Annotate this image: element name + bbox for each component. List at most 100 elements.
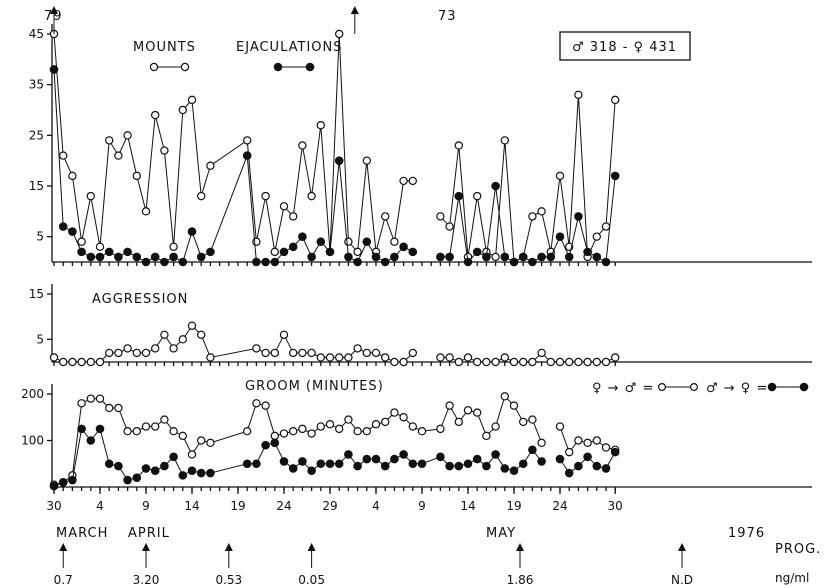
groom-male-point [141,464,151,473]
prog-value: 0.53 [215,573,242,587]
legend-mounts-label: MOUNTS [133,40,196,55]
legend-groom-male-marker [767,382,777,392]
ejaculations-point [491,181,500,191]
aggression-point [555,357,565,367]
aggression-point [59,357,68,367]
clipped-value-79: 79 [44,9,63,24]
x-tick-label: 4 [372,499,380,513]
ejaculations-point [390,252,399,262]
aggression-point [390,357,399,367]
groom-male-point [242,459,252,469]
prog-arrow-head [224,543,233,551]
aggression-point [86,357,96,367]
groom-female-point [206,438,215,448]
groom-female-point [316,422,325,431]
ejaculations-point [104,247,114,257]
groom-male-point [463,459,473,469]
ejaculations-point [279,247,289,257]
aggression-point [491,357,500,367]
mounts-point [381,212,390,221]
aggression-point [196,330,206,339]
groom-female-point [335,424,344,434]
aggression-point [601,357,611,367]
ejaculations-point [463,257,473,267]
ejaculations-point [610,171,620,181]
groom-title: GROOM (MINUTES) [245,379,384,394]
aggression-point [270,348,279,358]
ejaculations-point [150,252,160,262]
groom-male-point [261,440,270,450]
x-tick-label: 30 [608,499,623,513]
aggression-point [49,353,59,362]
groom-male-point [252,459,261,469]
x-tick-label: 9 [142,499,150,513]
aggression-point [335,353,344,362]
x-tick-label: 4 [96,499,104,513]
groom-female-point [298,424,307,434]
groom-female-point [325,420,335,429]
ejaculations-point [445,252,454,262]
groom-female-point [187,450,197,459]
legend-ejaculations-marker [273,62,283,72]
ejaculations-point [49,65,59,74]
groom-male-point [371,454,381,464]
aggression-point [187,321,197,330]
ejaculations-point [288,242,298,252]
mounts-point [114,151,123,160]
aggression-point [279,330,289,339]
mounts-point [150,110,160,120]
groom-male-point [537,457,546,466]
groom-male-point [380,461,390,471]
x-tick-label: 29 [322,499,337,513]
ejaculations-point [187,227,197,236]
groom-male-point [114,461,123,471]
ejaculations-point [537,252,546,262]
ejaculations-point [169,252,178,262]
mounts-point [436,212,445,221]
mounts-point [178,105,187,115]
groom-male-point [564,468,574,478]
groom-male-point [518,459,528,469]
ejaculations-point [399,242,408,252]
aggression-point [592,357,602,367]
aggression-point [436,353,445,362]
ejaculations-point [141,257,151,267]
mounts-point [362,156,371,165]
ejaculations-point [528,257,537,267]
ejaculations-point [353,257,362,267]
aggression-point [528,357,537,367]
ejaculations-point [362,237,372,247]
groom-female-point [104,403,114,413]
aggression-point [454,357,463,367]
y-tick-label: 15 [29,179,44,193]
ejaculations-point [242,151,252,160]
groom-male-point [601,464,611,473]
groom-male-point [574,461,583,471]
mounts-line [440,94,616,263]
groom-female-point [528,415,537,424]
groom-male-point [417,459,427,469]
aggression-point [325,353,335,362]
groom-female-point [482,431,491,441]
aggression-point [132,348,141,358]
x-tick-label: 14 [460,499,475,513]
ejaculations-point [500,252,510,262]
groom-female-point [123,427,132,436]
aggression-point [353,344,362,353]
mounts-point [454,141,463,150]
groom-female-point [362,427,371,436]
groom-male-point [436,452,445,462]
groom-female-point [261,401,270,410]
mounts-point [187,95,197,105]
groom-male-point [610,447,620,457]
ejaculations-point [380,257,390,267]
ejaculations-point [178,257,188,267]
groom-female-point [390,408,399,417]
groom-male-point [104,459,114,469]
pair-label: ♂ 318 - ♀ 431 [572,40,677,55]
mounts-point [59,151,68,160]
groom-female-point [399,413,408,422]
y-tick-label: 100 [21,434,44,448]
aggression-point [565,357,574,367]
ejaculations-point [546,252,556,262]
